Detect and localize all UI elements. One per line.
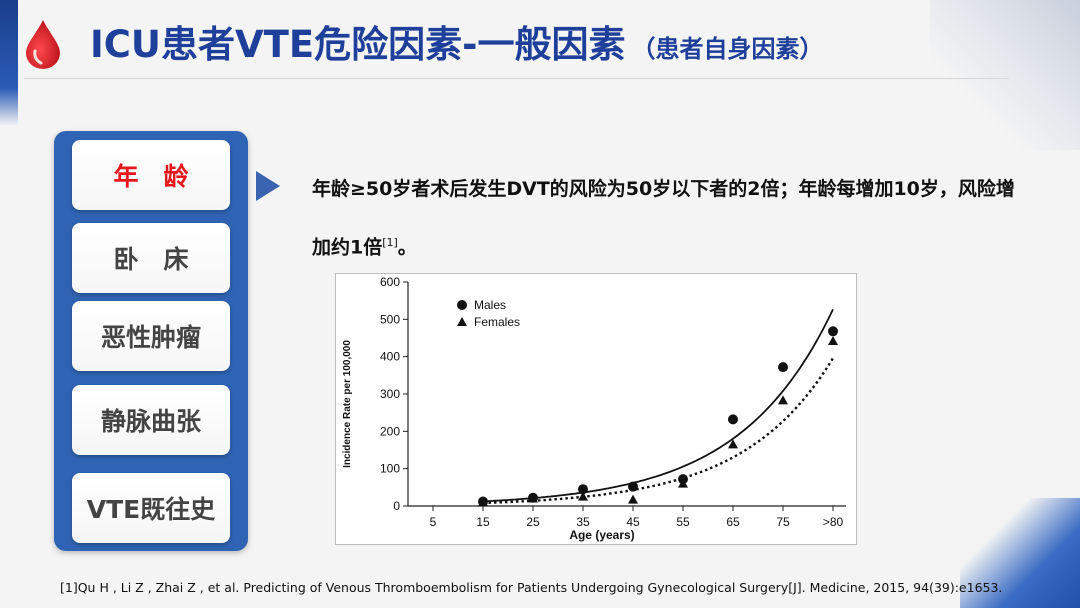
triangle-bullet-icon [256,171,280,201]
x-tick-label: 55 [676,515,690,529]
title-subtitle: （患者自身因素） [631,35,824,63]
females-data-point [478,497,488,507]
y-tick-label: 100 [380,462,400,476]
females-data-point [778,395,788,405]
factor-age-button[interactable]: 年 龄 [72,140,230,210]
y-axis-label: Incidence Rate per 100,000 [342,340,353,468]
y-tick-label: 600 [380,275,400,289]
x-axis-label: Age (years) [569,528,634,542]
x-tick-label: 25 [526,515,540,529]
page-title: ICU患者VTE危险因素-一般因素 （患者自身因素） [90,18,823,72]
males-data-point [828,326,838,337]
x-tick-label: 35 [576,515,590,529]
incidence-chart-svg: 0 100 200 300 400 500 600 5 15 25 35 45 55 65 75 >80 Age… [342,275,846,542]
x-tick-label: 75 [776,515,790,529]
legend-females-label: Females [474,315,520,329]
legend-males-marker [457,300,467,310]
females-trend-line [482,357,835,505]
y-tick-label: 400 [380,350,400,364]
females-data-point [728,439,738,449]
females-data-point [578,491,588,501]
y-tick-label: 0 [393,499,400,513]
legend-males-label: Males [474,298,506,312]
males-data-point [778,362,788,373]
description-tail: 。 [397,236,417,259]
risk-factor-panel: 年 龄 卧 床 恶性肿瘤 静脉曲张 VTE既往史 [54,131,248,551]
x-tick-label: 45 [626,515,640,529]
factor-malignancy-button[interactable]: 恶性肿瘤 [72,301,230,371]
description-body: 年龄≥50岁者术后发生DVT的风险为50岁以下者的2倍；年龄每增加10岁，风险增… [312,178,1015,259]
females-data-point [678,478,688,488]
citation-marker: [1] [382,236,398,249]
x-tick-label: >80 [823,515,844,529]
males-data-point [728,414,738,425]
blood-drop-icon [26,20,60,69]
legend-females-marker [457,317,467,326]
y-tick-label: 200 [380,424,400,438]
description-text: 年龄≥50岁者术后发生DVT的风险为50岁以下者的2倍；年龄每增加10岁，风险增… [312,162,1032,274]
y-tick-label: 500 [380,312,400,326]
x-tick-label: 5 [430,515,437,529]
factor-bedrest-button[interactable]: 卧 床 [72,223,230,293]
males-trend-line [482,308,834,503]
corner-decoration-top-right [930,0,1080,150]
x-tick-label: 65 [726,515,740,529]
reference-footnote: [1]Qu H , Li Z , Zhai Z , et al. Predict… [60,580,1003,595]
header-divider [24,78,1009,79]
males-data-point [578,484,588,495]
factor-vte-history-button[interactable]: VTE既往史 [72,473,230,543]
incidence-chart: 0 100 200 300 400 500 600 5 15 25 35 45 55 65 75 >80 Age… [335,273,857,545]
title-main: ICU患者VTE危险因素-一般因素 [90,23,626,66]
females-data-point [528,493,538,503]
factor-varicose-button[interactable]: 静脉曲张 [72,385,230,455]
corner-decoration-left [0,0,18,126]
x-tick-label: 15 [476,515,490,529]
y-tick-label: 300 [380,387,400,401]
females-data-point [628,494,638,504]
females-data-point [828,335,838,345]
males-data-point [628,481,638,492]
corner-decoration-bottom-right [960,498,1080,608]
